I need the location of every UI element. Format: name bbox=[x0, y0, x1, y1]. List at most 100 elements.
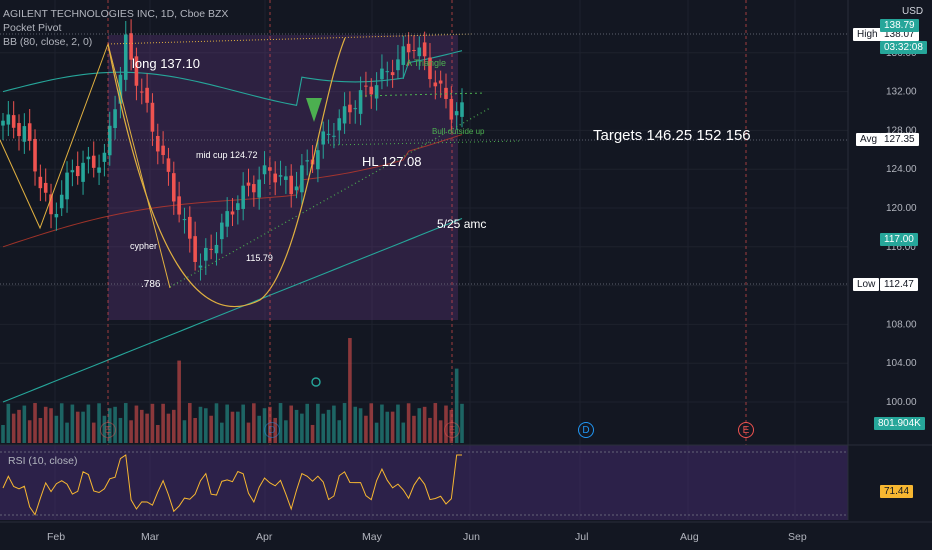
volume-bar bbox=[428, 417, 432, 443]
earnings-event-icon[interactable]: E bbox=[100, 422, 116, 438]
cup-curve bbox=[107, 37, 346, 308]
candle-body bbox=[166, 158, 171, 172]
currency-label[interactable]: USD bbox=[898, 5, 928, 18]
candle-body bbox=[155, 135, 160, 152]
candle-body bbox=[332, 135, 336, 137]
volume-bar bbox=[38, 417, 43, 443]
candle-body bbox=[134, 56, 139, 86]
volume-bar bbox=[294, 409, 299, 443]
volume-bar bbox=[406, 403, 411, 443]
dividend-event-icon[interactable]: D bbox=[578, 422, 594, 438]
price-axis-tick: 116.00 bbox=[886, 242, 916, 253]
candle-body bbox=[412, 50, 416, 52]
volume-bar bbox=[204, 408, 208, 443]
volume-bar bbox=[177, 360, 181, 443]
volume-bar bbox=[171, 409, 176, 443]
volume-bar bbox=[220, 422, 224, 443]
volume-bar bbox=[97, 403, 101, 443]
rsi-legend[interactable]: RSI (10, close) bbox=[8, 455, 78, 467]
candle-body bbox=[118, 74, 123, 104]
candle-body bbox=[38, 176, 43, 189]
volume-bar bbox=[134, 405, 139, 443]
bollinger-legend[interactable]: BB (80, close, 2, 0) bbox=[3, 36, 93, 48]
candle-body bbox=[17, 123, 21, 137]
volume-bar bbox=[380, 404, 384, 443]
candle-body bbox=[139, 91, 144, 93]
candle-body bbox=[182, 219, 187, 221]
month-label: Mar bbox=[141, 531, 160, 543]
candle-body bbox=[305, 160, 310, 162]
candle-body bbox=[214, 244, 219, 254]
candle-body bbox=[150, 102, 155, 132]
volume-tag: 801.904K bbox=[874, 417, 925, 430]
candle-body bbox=[1, 120, 5, 126]
candle-body bbox=[171, 173, 176, 202]
candle-body bbox=[342, 106, 347, 124]
candle-body bbox=[246, 182, 251, 186]
volume-bar bbox=[214, 403, 219, 443]
candle-body bbox=[364, 85, 368, 87]
month-label: Jun bbox=[463, 531, 480, 543]
volume-bar bbox=[49, 408, 53, 443]
candle-body bbox=[177, 196, 181, 215]
dividend-event-icon[interactable]: D bbox=[264, 422, 280, 438]
candle-body bbox=[417, 47, 422, 57]
mid-cup-annotation: mid cup 124.72 bbox=[196, 150, 258, 160]
targets-annotation: Targets 146.25 152 156 bbox=[593, 127, 751, 144]
candle-body bbox=[209, 248, 213, 250]
hl-annotation: HL 127.08 bbox=[362, 154, 422, 169]
avg-label: Avg bbox=[856, 133, 882, 146]
volume-bar bbox=[289, 405, 294, 443]
volume-bar bbox=[342, 403, 347, 443]
candle-body bbox=[54, 213, 59, 218]
symbol-title[interactable]: AGILENT TECHNOLOGIES INC, 1D, Cboe BZX bbox=[3, 8, 229, 20]
candle-body bbox=[220, 222, 224, 240]
candle-body bbox=[444, 87, 448, 99]
volume-bar bbox=[65, 422, 69, 443]
volume-bar bbox=[198, 406, 203, 443]
volume-bar bbox=[417, 408, 422, 443]
candle-body bbox=[86, 156, 91, 160]
candle-body bbox=[353, 108, 358, 110]
candle-body bbox=[97, 167, 101, 173]
volume-bar bbox=[155, 424, 160, 443]
resistance-line bbox=[107, 33, 473, 45]
price-axis-tick: 108.00 bbox=[886, 319, 917, 330]
candle-body bbox=[22, 126, 27, 142]
volume-bar bbox=[385, 411, 390, 443]
candle-body bbox=[145, 87, 149, 103]
price-axis-tick: 132.00 bbox=[886, 87, 917, 98]
pocket-pivot-legend[interactable]: Pocket Pivot bbox=[3, 22, 62, 34]
volume-bar bbox=[236, 411, 240, 443]
candle-body bbox=[236, 203, 240, 210]
month-label: May bbox=[362, 531, 382, 543]
volume-bar bbox=[412, 415, 416, 443]
earnings-event-icon[interactable]: E bbox=[444, 422, 460, 438]
candle-body bbox=[369, 86, 374, 95]
low-label: Low bbox=[853, 278, 880, 291]
high-label: High bbox=[853, 28, 882, 41]
month-label: Sep bbox=[788, 531, 807, 543]
price-axis-tick: 124.00 bbox=[886, 164, 917, 175]
bb-lower-band bbox=[2, 217, 463, 403]
volume-bar bbox=[209, 415, 213, 443]
low-level-annotation: 115.79 bbox=[246, 253, 273, 263]
volume-bar bbox=[17, 409, 21, 443]
candle-body bbox=[396, 59, 400, 71]
earnings-event-icon[interactable]: E bbox=[738, 422, 754, 438]
candle-body bbox=[348, 104, 352, 113]
candle-body bbox=[454, 111, 459, 116]
price-axis-tick: 128.00 bbox=[886, 125, 917, 136]
volume-bar bbox=[193, 417, 197, 443]
candle-body bbox=[81, 162, 85, 182]
candle-body bbox=[113, 109, 117, 129]
candle-body bbox=[273, 173, 277, 183]
price-axis-tick: 100.00 bbox=[886, 397, 917, 408]
volume-bar bbox=[358, 408, 363, 443]
volume-bar bbox=[246, 422, 251, 443]
avg-value-tag: 127.35 bbox=[880, 133, 919, 146]
last-price-tag: 138.79 bbox=[880, 19, 919, 32]
volume-bar bbox=[252, 403, 256, 443]
volume-bar bbox=[353, 406, 358, 443]
